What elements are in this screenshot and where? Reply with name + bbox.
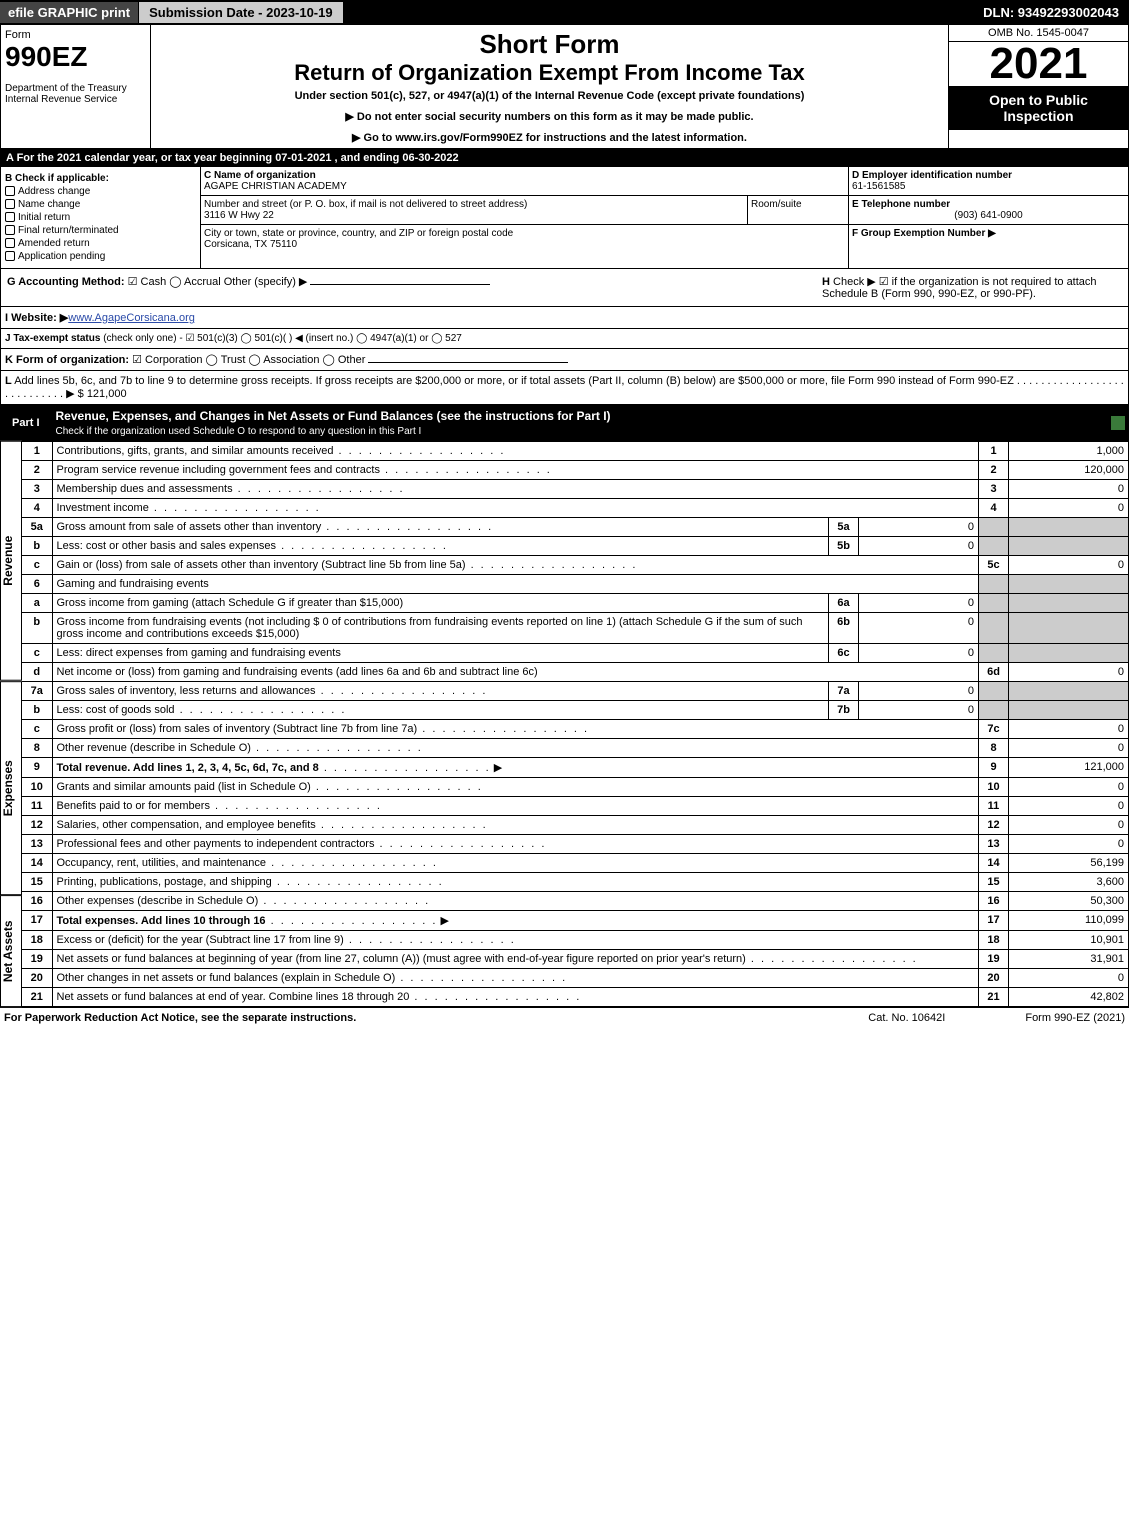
line-11: 11Benefits paid to or for members110 <box>22 797 1129 816</box>
part-1-title: Revenue, Expenses, and Changes in Net As… <box>56 409 1111 437</box>
city-label: City or town, state or province, country… <box>204 228 513 239</box>
line-4: 4Investment income40 <box>22 499 1129 518</box>
page-footer: For Paperwork Reduction Act Notice, see … <box>0 1007 1129 1028</box>
check-name-change[interactable]: Name change <box>5 199 196 210</box>
check-final-return[interactable]: Final return/terminated <box>5 225 196 236</box>
submission-date: Submission Date - 2023-10-19 <box>138 1 344 24</box>
check-address-change[interactable]: Address change <box>5 186 196 197</box>
form-subtitle: Under section 501(c), 527, or 4947(a)(1)… <box>155 90 944 102</box>
line-8: 8Other revenue (describe in Schedule O)8… <box>22 739 1129 758</box>
section-d-label: D Employer identification number <box>852 170 1125 181</box>
line-10: 10Grants and similar amounts paid (list … <box>22 778 1129 797</box>
section-i: I Website: ▶www.AgapeCorsicana.org <box>0 307 1129 329</box>
line-1: 1Contributions, gifts, grants, and simil… <box>22 442 1129 461</box>
section-g: G Accounting Method: ☑ Cash ◯ Accrual Ot… <box>7 275 822 300</box>
line-14: 14Occupancy, rent, utilities, and mainte… <box>22 854 1129 873</box>
section-b-label: B Check if applicable: <box>5 173 196 184</box>
section-j: J Tax-exempt status (check only one) - ☑… <box>0 329 1129 349</box>
open-inspection: Open to Public Inspection <box>949 86 1128 130</box>
header-left: Form 990EZ Department of the Treasury In… <box>1 25 151 148</box>
line-5c: cGain or (loss) from sale of assets othe… <box>22 556 1129 575</box>
line-12: 12Salaries, other compensation, and empl… <box>22 816 1129 835</box>
line-5b: bLess: cost or other basis and sales exp… <box>22 537 1129 556</box>
org-name: AGAPE CHRISTIAN ACADEMY <box>204 181 347 192</box>
line-17: 17Total expenses. Add lines 10 through 1… <box>22 911 1129 931</box>
section-gh: G Accounting Method: ☑ Cash ◯ Accrual Ot… <box>0 269 1129 307</box>
part-1-header: Part I Revenue, Expenses, and Changes in… <box>0 405 1129 441</box>
tax-year: 2021 <box>949 42 1128 86</box>
check-application-pending[interactable]: Application pending <box>5 251 196 262</box>
line-3: 3Membership dues and assessments30 <box>22 480 1129 499</box>
section-f-label: F Group Exemption Number ▶ <box>852 228 996 239</box>
netassets-side-label: Net Assets <box>0 895 22 1007</box>
line-a: A For the 2021 calendar year, or tax yea… <box>0 149 1129 167</box>
line-6b: bGross income from fundraising events (n… <box>22 613 1129 644</box>
section-def: D Employer identification number 61-1561… <box>848 167 1128 268</box>
footer-catno: Cat. No. 10642I <box>868 1012 945 1024</box>
line-7c: cGross profit or (loss) from sales of in… <box>22 720 1129 739</box>
section-e-label: E Telephone number <box>852 199 1125 210</box>
check-amended-return[interactable]: Amended return <box>5 238 196 249</box>
line-13: 13Professional fees and other payments t… <box>22 835 1129 854</box>
header-center: Short Form Return of Organization Exempt… <box>151 25 948 148</box>
line-6d: dNet income or (loss) from gaming and fu… <box>22 663 1129 682</box>
footer-left: For Paperwork Reduction Act Notice, see … <box>4 1012 868 1024</box>
form-label: Form <box>5 29 146 41</box>
street-value: 3116 W Hwy 22 <box>204 210 274 221</box>
section-h: H Check ▶ ☑ if the organization is not r… <box>822 275 1122 300</box>
goto-note: ▶ Go to www.irs.gov/Form990EZ for instru… <box>155 131 944 144</box>
line-19: 19Net assets or fund balances at beginni… <box>22 950 1129 969</box>
street-label: Number and street (or P. O. box, if mail… <box>204 199 527 210</box>
expenses-side-label: Expenses <box>0 681 22 895</box>
line-6a: aGross income from gaming (attach Schedu… <box>22 594 1129 613</box>
section-b-through-f: B Check if applicable: Address change Na… <box>0 167 1129 269</box>
section-c-label: C Name of organization <box>204 170 316 181</box>
part-1-label: Part I <box>4 415 48 431</box>
line-15: 15Printing, publications, postage, and s… <box>22 873 1129 892</box>
website-link[interactable]: www.AgapeCorsicana.org <box>68 312 195 324</box>
lines-table: 1Contributions, gifts, grants, and simil… <box>22 441 1129 1007</box>
ein-value: 61-1561585 <box>852 181 1125 192</box>
short-form-title: Short Form <box>155 29 944 60</box>
line-18: 18Excess or (deficit) for the year (Subt… <box>22 931 1129 950</box>
line-9: 9Total revenue. Add lines 1, 2, 3, 4, 5c… <box>22 758 1129 778</box>
department-label: Department of the Treasury Internal Reve… <box>5 83 146 105</box>
room-suite-label: Room/suite <box>748 196 848 224</box>
efile-label[interactable]: efile GRAPHIC print <box>0 2 138 23</box>
section-b: B Check if applicable: Address change Na… <box>1 167 201 268</box>
top-bar: efile GRAPHIC print Submission Date - 20… <box>0 0 1129 24</box>
form-title: Return of Organization Exempt From Incom… <box>155 60 944 86</box>
line-21: 21Net assets or fund balances at end of … <box>22 988 1129 1007</box>
phone-value: (903) 641-0900 <box>852 210 1125 221</box>
line-7b: bLess: cost of goods sold7b0 <box>22 701 1129 720</box>
form-header: Form 990EZ Department of the Treasury In… <box>0 24 1129 149</box>
line-7a: 7aGross sales of inventory, less returns… <box>22 682 1129 701</box>
line-5a: 5aGross amount from sale of assets other… <box>22 518 1129 537</box>
dln-label: DLN: 93492293002043 <box>973 2 1129 23</box>
city-value: Corsicana, TX 75110 <box>204 239 297 250</box>
footer-form: Form 990-EZ (2021) <box>1025 1012 1125 1024</box>
check-initial-return[interactable]: Initial return <box>5 212 196 223</box>
line-20: 20Other changes in net assets or fund ba… <box>22 969 1129 988</box>
revenue-side-label: Revenue <box>0 441 22 681</box>
ssn-note: ▶ Do not enter social security numbers o… <box>155 110 944 123</box>
line-16: 16Other expenses (describe in Schedule O… <box>22 892 1129 911</box>
form-number: 990EZ <box>5 41 146 73</box>
line-6: 6Gaming and fundraising events <box>22 575 1129 594</box>
line-2: 2Program service revenue including gover… <box>22 461 1129 480</box>
section-c: C Name of organization AGAPE CHRISTIAN A… <box>201 167 848 268</box>
part-1-checkbox[interactable] <box>1111 416 1125 430</box>
section-k: K Form of organization: ☑ Corporation ◯ … <box>0 349 1129 371</box>
section-l: L Add lines 5b, 6c, and 7b to line 9 to … <box>0 371 1129 405</box>
line-6c: cLess: direct expenses from gaming and f… <box>22 644 1129 663</box>
header-right: OMB No. 1545-0047 2021 Open to Public In… <box>948 25 1128 148</box>
